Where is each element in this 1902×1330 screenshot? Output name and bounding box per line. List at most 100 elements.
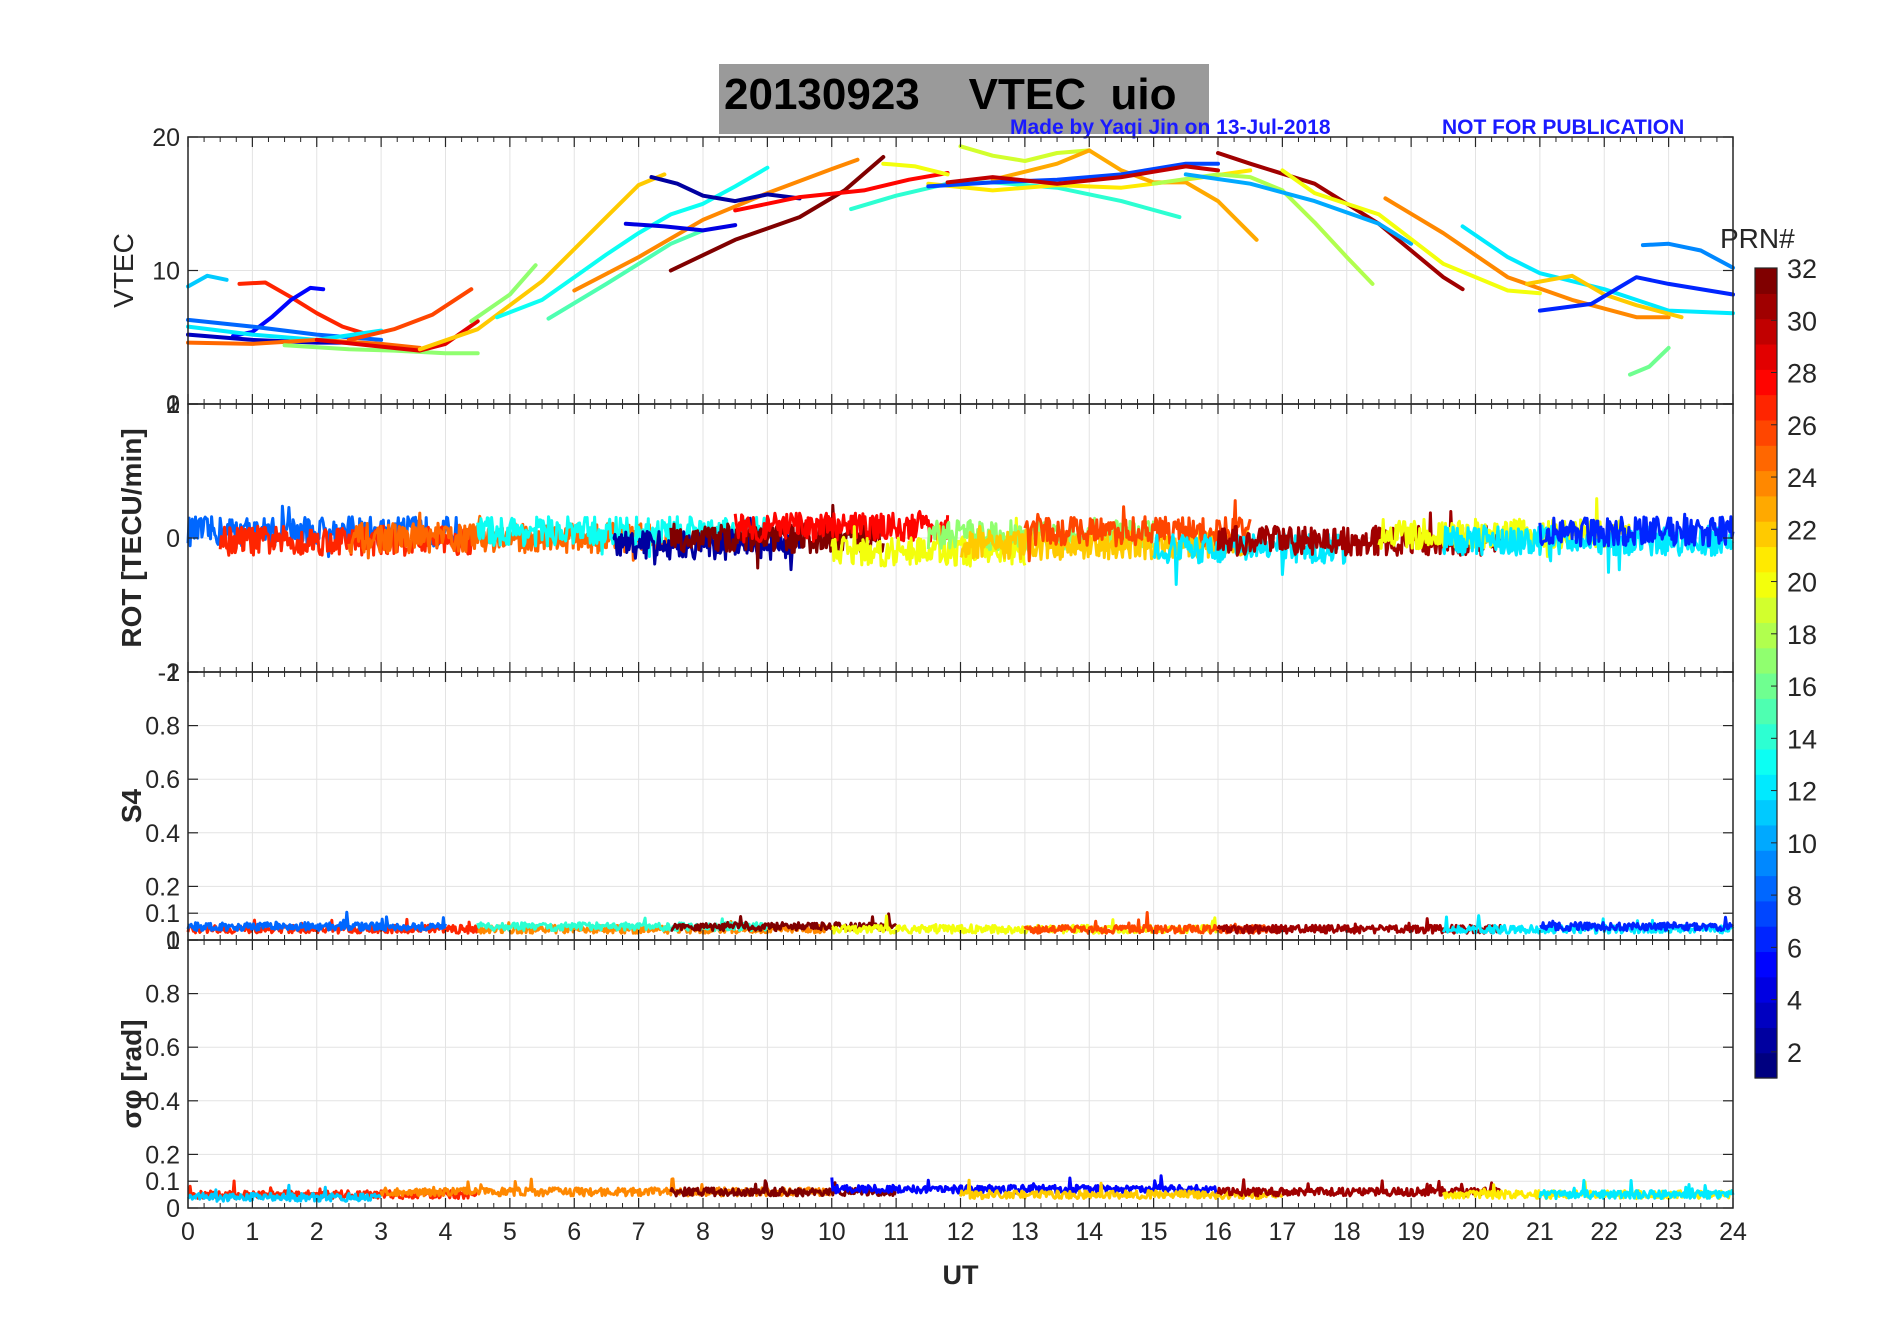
series-line-prn-4 [623, 221, 738, 233]
y-tick-label: 0 [166, 525, 180, 553]
x-tick-label: 17 [1268, 1218, 1296, 1246]
colorbar-band [1755, 875, 1777, 902]
series-line-prn-24 [572, 157, 860, 293]
colorbar-band [1755, 976, 1777, 1003]
y-tick-label: 0.2 [145, 873, 180, 901]
colorbar-tick-label: 16 [1787, 672, 1817, 702]
page-title: 20130923 VTEC uio [724, 70, 1177, 119]
y-axis-label: ROT [TECU/min] [116, 428, 147, 647]
colorbar-band [1755, 926, 1777, 953]
colorbar-tick-label: 10 [1787, 829, 1817, 859]
x-tick-label: 15 [1140, 1218, 1168, 1246]
series-line-prn-13 [495, 165, 770, 320]
x-tick-label: 1 [245, 1218, 259, 1246]
panel-vtec: 0 10 20 VTEC [108, 124, 1735, 419]
colorbar-band [1755, 597, 1777, 623]
colorbar-band [1755, 647, 1777, 674]
series-line-prn-8 [186, 910, 447, 933]
colorbar-band [1755, 546, 1777, 573]
x-tick-label: 11 [883, 1218, 909, 1246]
sigma_phi-series-group [186, 1174, 1735, 1203]
y-tick-label: 0.6 [145, 1034, 180, 1062]
series-line-prn-20 [881, 161, 950, 177]
series-line-prn-31 [1216, 917, 1503, 935]
series-line-prn-17 [469, 263, 538, 324]
series-line-prn-24 [379, 1177, 833, 1198]
series-line-prn-22 [417, 172, 667, 352]
series-line-prn-6 [1539, 915, 1735, 933]
series-line-prn-24 [1383, 196, 1671, 320]
series-line-prn-27 [237, 280, 371, 337]
colorbar-band [1755, 698, 1777, 725]
series-line-prn-6 [1537, 275, 1735, 313]
series-line-prn-6 [1538, 512, 1735, 548]
colorbar-band [1755, 343, 1777, 370]
y-tick-label: 0.4 [145, 1088, 180, 1116]
y-tick-label: 1 [166, 659, 180, 687]
x-tick-label: 3 [374, 1218, 388, 1246]
colorbar-band [1755, 470, 1777, 497]
series-line-prn-30 [945, 164, 1220, 186]
y-tick-label: 0.1 [145, 1168, 180, 1196]
notice-text: NOT FOR PUBLICATION [1442, 116, 1685, 139]
colorbar-tick-label: 14 [1787, 724, 1817, 754]
series-line-prn-8 [186, 504, 460, 559]
series-line-prn-17 [282, 343, 480, 356]
series-line-prn-28 [733, 510, 950, 544]
x-tick-label: 6 [567, 1218, 581, 1246]
series-line-prn-2 [612, 516, 802, 572]
colorbar-tick-label: 8 [1787, 881, 1802, 911]
colorbar-band [1755, 824, 1777, 851]
x-tick-label: 5 [503, 1218, 517, 1246]
x-tick-label: 20 [1462, 1218, 1490, 1246]
x-axis-label: UT [943, 1260, 979, 1290]
x-tick-label: 4 [439, 1218, 453, 1246]
colorbar-band [1755, 900, 1777, 927]
colorbar-band [1755, 1027, 1777, 1054]
x-tick-label: 12 [947, 1218, 975, 1246]
x-tick-label: 13 [1011, 1218, 1039, 1246]
colorbar-band [1755, 369, 1777, 396]
y-tick-label: 0 [166, 391, 180, 419]
y-axis-label: σφ [rad] [116, 1019, 147, 1128]
series-line-prn-12 [186, 324, 384, 342]
colorbar-tick-label: 20 [1787, 568, 1817, 598]
series-line-prn-13 [476, 515, 769, 558]
y-tick-label: 1 [166, 927, 180, 955]
colorbar-band [1755, 774, 1777, 801]
colorbar-band [1755, 1052, 1777, 1079]
y-tick-label: 0.8 [145, 981, 180, 1009]
series-line-prn-20 [1280, 168, 1542, 296]
x-tick-label: 18 [1333, 1218, 1361, 1246]
colorbar-tick-label: 24 [1787, 463, 1817, 493]
x-tick-label: 2 [310, 1218, 324, 1246]
colorbar-band [1755, 1002, 1777, 1028]
series-line-prn-22 [959, 1178, 1284, 1201]
series-line-prn-10 [1183, 172, 1414, 246]
colorbar-band [1755, 748, 1777, 775]
x-tick-label: 8 [696, 1218, 710, 1246]
colorbar-tick-label: 2 [1787, 1038, 1802, 1068]
y-tick-label: 10 [152, 258, 180, 286]
vtec-series-group [186, 144, 1735, 377]
series-line-prn-16 [1628, 345, 1671, 377]
y-tick-label-overlap: -2 [158, 659, 180, 687]
series-line-prn-26 [1023, 499, 1252, 563]
colorbar-tick-label: 18 [1787, 620, 1817, 650]
x-tick-label: 16 [1204, 1218, 1232, 1246]
y-tick-label: 20 [152, 124, 180, 152]
colorbar-band [1755, 951, 1777, 978]
colorbar-tick-label: 26 [1787, 411, 1817, 441]
title-box [719, 64, 1209, 134]
x-tick-label: 24 [1719, 1218, 1747, 1246]
colorbar-band [1755, 318, 1777, 345]
colorbar-tick-label: 28 [1787, 359, 1817, 389]
colorbar-band [1755, 673, 1777, 699]
colorbar-tick-label: 22 [1787, 515, 1817, 545]
y-tick-label: 0.8 [145, 713, 180, 741]
colorbar-band [1755, 419, 1777, 446]
